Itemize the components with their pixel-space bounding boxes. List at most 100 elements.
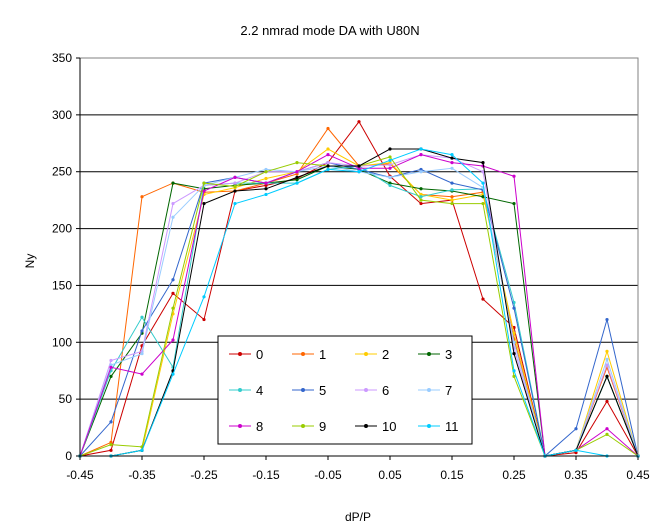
data-point-10-9 (357, 164, 361, 168)
data-point-9-10 (388, 155, 392, 159)
legend-marker-2 (364, 352, 368, 356)
legend-item-3: 3 (418, 347, 452, 362)
legend-item-9: 9 (292, 419, 326, 434)
legend-marker-7 (427, 388, 431, 392)
data-point-6-17 (605, 363, 609, 367)
data-point-8-4 (202, 189, 206, 193)
x-tick-label-7: 0.25 (502, 468, 526, 482)
data-point-11-9 (357, 170, 361, 174)
data-point-7-10 (388, 175, 392, 179)
data-point-8-2 (140, 372, 144, 376)
data-point-8-3 (171, 338, 175, 342)
data-point-5-2 (140, 329, 144, 333)
legend-item-0: 0 (229, 347, 263, 362)
data-point-0-1 (109, 448, 113, 452)
data-point-0-17 (605, 399, 609, 404)
data-point-4-12 (450, 188, 454, 192)
data-point-6-3 (171, 201, 175, 206)
legend-label-3: 3 (445, 347, 452, 362)
data-point-9-11 (419, 198, 423, 202)
legend-marker-6 (364, 388, 368, 392)
x-tick-label-0: -0.45 (66, 468, 94, 482)
data-point-1-1 (109, 440, 113, 444)
legend-marker-0 (238, 352, 242, 356)
legend-item-6: 6 (355, 383, 389, 398)
data-point-7-2 (140, 352, 144, 356)
data-point-5-11 (419, 167, 423, 172)
data-point-2-12 (450, 198, 454, 202)
y-tick-label-7: 350 (52, 51, 72, 65)
data-point-0-16 (574, 450, 578, 455)
data-point-4-2 (140, 315, 144, 319)
data-point-11-16 (574, 448, 578, 452)
legend-marker-9 (301, 424, 305, 428)
x-tick-label-6: 0.15 (440, 468, 464, 482)
legend-label-10: 10 (382, 419, 396, 434)
legend-item-4: 4 (229, 383, 263, 398)
legend-label-6: 6 (382, 383, 389, 398)
data-point-3-13 (481, 195, 485, 199)
data-point-11-4 (202, 295, 206, 299)
data-point-5-1 (109, 420, 113, 424)
data-point-11-14 (512, 369, 516, 373)
legend-marker-5 (301, 388, 305, 392)
data-point-1-2 (140, 195, 144, 199)
legend-label-1: 1 (319, 347, 326, 362)
data-point-9-12 (450, 201, 454, 206)
data-point-9-17 (605, 432, 609, 436)
data-point-11-8 (326, 167, 330, 172)
data-point-10-12 (450, 156, 454, 160)
data-point-7-14 (512, 340, 516, 344)
x-tick-label-3: -0.15 (252, 468, 280, 482)
legend-label-9: 9 (319, 419, 326, 434)
data-point-3-11 (419, 187, 423, 191)
data-point-5-17 (605, 317, 609, 322)
legend-marker-10 (364, 424, 368, 428)
data-point-2-6 (264, 176, 268, 181)
data-point-10-8 (326, 164, 330, 168)
legend-marker-11 (427, 424, 431, 428)
data-point-3-7 (295, 178, 299, 182)
data-point-2-10 (388, 161, 392, 165)
data-point-8-12 (450, 161, 454, 165)
data-point-0-11 (419, 201, 423, 206)
data-point-7-6 (264, 167, 268, 172)
legend-marker-4 (238, 388, 242, 392)
legend-label-5: 5 (319, 383, 326, 398)
data-point-1-7 (295, 172, 299, 176)
x-tick-label-5: 0.05 (378, 468, 402, 482)
y-tick-label-3: 150 (52, 278, 72, 292)
y-tick-label-6: 300 (52, 108, 72, 122)
legend-item-8: 8 (229, 419, 263, 434)
data-point-11-12 (450, 153, 454, 157)
data-point-3-3 (171, 181, 175, 185)
data-point-8-10 (388, 166, 392, 170)
data-point-7-12 (450, 166, 454, 170)
y-tick-label-5: 250 (52, 165, 72, 179)
data-point-10-6 (264, 187, 268, 191)
data-point-2-11 (419, 192, 423, 197)
y-tick-label-4: 200 (52, 222, 72, 236)
legend-item-1: 1 (292, 347, 326, 362)
data-point-6-10 (388, 163, 392, 167)
data-point-8-1 (109, 365, 113, 369)
data-point-11-11 (419, 147, 423, 151)
data-point-3-1 (109, 374, 113, 378)
data-point-1-8 (326, 126, 330, 131)
data-point-10-5 (233, 189, 237, 193)
data-point-9-14 (512, 374, 516, 378)
legend-marker-8 (238, 424, 242, 428)
data-point-2-17 (605, 349, 609, 353)
data-point-11-2 (140, 448, 144, 452)
y-tick-label-0: 0 (65, 449, 72, 463)
legend-item-2: 2 (355, 347, 389, 362)
x-tick-label-4: -0.05 (314, 468, 342, 482)
x-tick-label-1: -0.35 (128, 468, 156, 482)
legend-item-7: 7 (418, 383, 452, 398)
legend-marker-3 (427, 352, 431, 356)
legend-item-5: 5 (292, 383, 326, 398)
y-axis-title: Ny (23, 254, 37, 269)
data-point-8-17 (605, 427, 609, 431)
